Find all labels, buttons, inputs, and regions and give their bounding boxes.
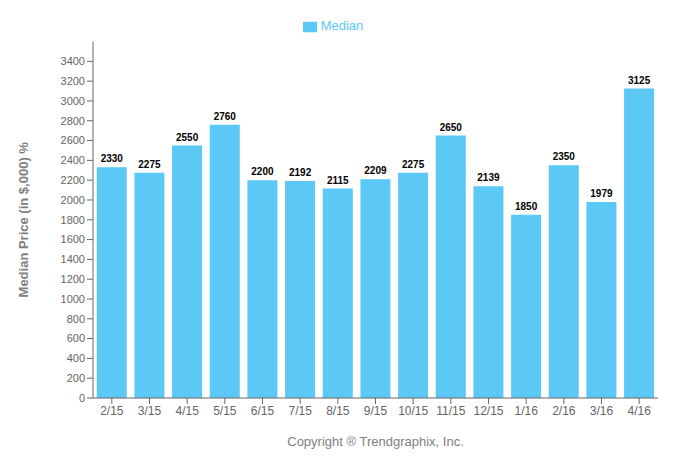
svg-text:Median Price (in $,000) %: Median Price (in $,000) % [16,142,31,298]
svg-text:400: 400 [67,352,85,364]
svg-text:3/15: 3/15 [138,404,162,418]
svg-text:1800: 1800 [61,214,85,226]
svg-text:1400: 1400 [61,253,85,265]
svg-text:3000: 3000 [61,95,85,107]
svg-text:2200: 2200 [251,166,274,177]
html-text:Median: Median [320,18,364,33]
svg-text:3200: 3200 [61,75,85,87]
svg-text:Copyright ® Trendgraphix, Inc.: Copyright ® Trendgraphix, Inc. [287,434,464,449]
svg-text:600: 600 [67,332,85,344]
svg-text:1000: 1000 [61,293,85,305]
svg-text:2/16: 2/16 [552,404,576,418]
svg-text:9/15: 9/15 [364,404,388,418]
svg-text:2139: 2139 [477,172,500,183]
svg-text:2600: 2600 [61,134,85,146]
svg-text:2/15: 2/15 [100,404,124,418]
svg-text:3400: 3400 [61,55,85,67]
svg-text:1200: 1200 [61,273,85,285]
svg-text:0: 0 [79,392,85,404]
svg-text:2209: 2209 [364,165,387,176]
svg-text:7/15: 7/15 [288,404,312,418]
svg-text:12/15: 12/15 [473,404,503,418]
svg-text:1600: 1600 [61,233,85,245]
svg-text:2400: 2400 [61,154,85,166]
svg-text:1850: 1850 [515,201,538,212]
svg-text:2800: 2800 [61,115,85,127]
svg-text:2000: 2000 [61,194,85,206]
svg-text:200: 200 [67,372,85,384]
svg-text:11/15: 11/15 [436,404,465,418]
svg-text:8/15: 8/15 [326,404,350,418]
svg-text:2200: 2200 [61,174,85,186]
svg-text:4/16: 4/16 [627,404,651,418]
svg-text:6/15: 6/15 [251,404,275,418]
svg-text:4/15: 4/15 [175,404,199,418]
svg-text:2115: 2115 [327,175,349,186]
svg-text:2275: 2275 [402,159,425,170]
svg-text:2330: 2330 [101,153,124,164]
svg-text:2350: 2350 [553,151,576,162]
svg-text:10/15: 10/15 [398,404,428,418]
svg-text:3125: 3125 [628,75,651,86]
svg-text:800: 800 [67,313,85,325]
svg-text:5/15: 5/15 [213,404,237,418]
svg-text:2192: 2192 [289,167,312,178]
svg-text:1/16: 1/16 [514,404,538,418]
svg-text:2550: 2550 [176,132,199,143]
svg-text:3/16: 3/16 [590,404,614,418]
svg-text:2650: 2650 [440,122,463,133]
svg-text:2760: 2760 [214,111,237,122]
svg-text:1979: 1979 [590,188,613,199]
svg-text:2275: 2275 [138,159,161,170]
